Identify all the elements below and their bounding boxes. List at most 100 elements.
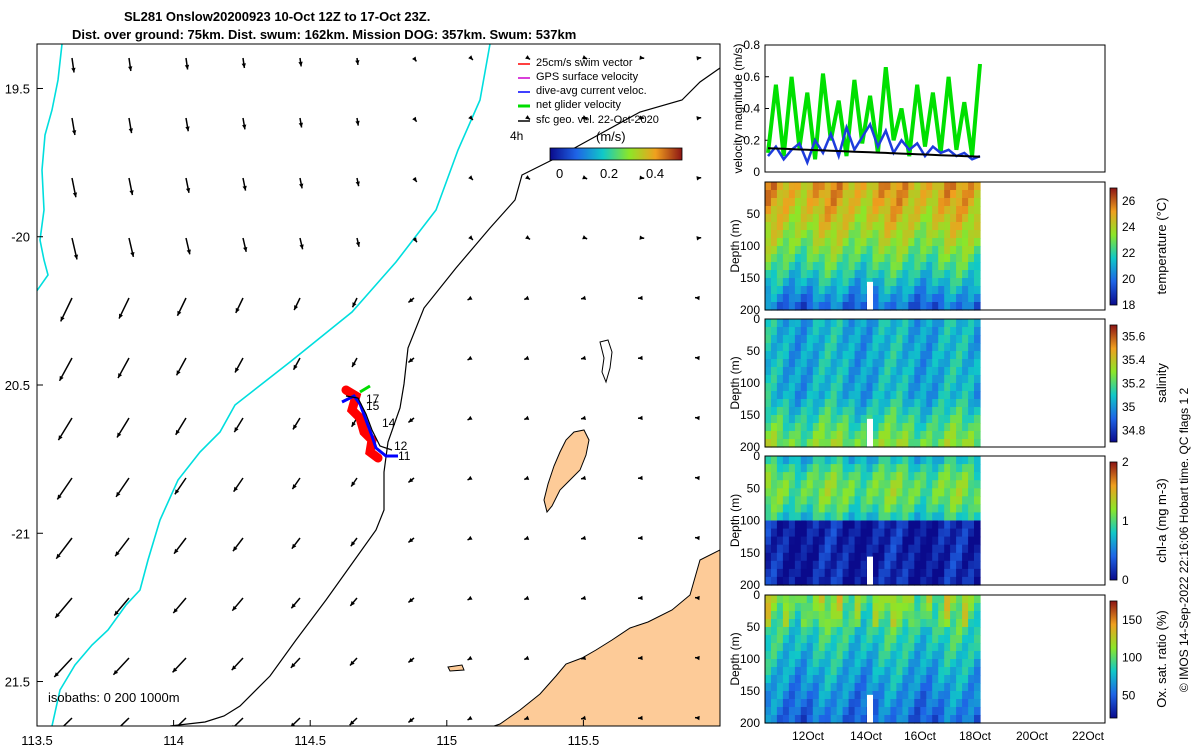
velocity-arrow bbox=[292, 357, 301, 371]
map-axis-ticks: 113.5 114 114.5 115 115.5 19.5 -20 20.5 -21 21.5 bbox=[5, 81, 600, 747]
velocity-arrow bbox=[113, 597, 130, 616]
velocity-arrow bbox=[467, 355, 473, 361]
velocity-arrow bbox=[71, 237, 79, 260]
glider-track bbox=[341, 384, 398, 463]
velocity-arrow bbox=[694, 715, 700, 721]
velocity-arrow bbox=[639, 175, 645, 180]
velocity-arrow bbox=[128, 117, 133, 134]
time-tick-label: 14Oct bbox=[850, 729, 883, 743]
velocity-arrow bbox=[54, 597, 73, 619]
velocity-arrow bbox=[412, 116, 418, 123]
velocity-arrow bbox=[637, 535, 643, 541]
ytick-label: 0.6 bbox=[743, 70, 760, 84]
velocity-arrow bbox=[407, 597, 415, 604]
velocity-arrow bbox=[349, 597, 358, 607]
velocity-arrow bbox=[290, 597, 301, 609]
map-ytick-label: -21 bbox=[11, 526, 30, 541]
velocity-arrow bbox=[118, 297, 130, 319]
velocity-arrow bbox=[407, 717, 415, 724]
figure-title-line2: Dist. over ground: 75km. Dist. swum: 162… bbox=[72, 27, 577, 42]
colorbar-tick: 18 bbox=[1122, 298, 1136, 312]
velocity-arrow bbox=[176, 717, 187, 726]
map-background bbox=[37, 44, 720, 726]
velocity-arrow bbox=[349, 657, 358, 667]
colorbar-tick-0: 0 bbox=[556, 166, 563, 181]
velocity-arrow bbox=[467, 535, 473, 541]
velocity-arrow bbox=[582, 55, 588, 60]
velocity-arrow bbox=[694, 475, 700, 481]
colorbar-tick: 35.4 bbox=[1122, 353, 1146, 367]
velocity-arrow bbox=[694, 655, 700, 661]
velocity-arrow bbox=[292, 417, 301, 430]
velocity-arrow bbox=[467, 595, 473, 601]
velocity-arrow bbox=[580, 715, 586, 721]
velocity-arrow bbox=[580, 415, 586, 421]
velocity-arrow bbox=[185, 117, 190, 132]
section-panel-2: 0 50 100 150 200 Depth (m) 35.6 35.4 35.2 35 34.8 s… bbox=[728, 312, 1169, 454]
colorbar-tick: 35.6 bbox=[1122, 330, 1146, 344]
legend-entry-sfc: sfc geo. vel. 22-Oct-2020 bbox=[518, 114, 659, 126]
velocity-arrow bbox=[233, 477, 244, 493]
colorbar-tick: 100 bbox=[1122, 651, 1142, 665]
ylabel-depth: Depth (m) bbox=[728, 356, 742, 409]
velocity-arrow bbox=[582, 235, 588, 240]
velocity-arrow bbox=[175, 357, 187, 376]
ytick-label: 50 bbox=[747, 344, 761, 358]
copyright-footer: © IMOS 14-Sep-2022 22:16:06 Hobart time.… bbox=[1177, 388, 1191, 693]
colorbar bbox=[1109, 600, 1118, 719]
velocity-arrow bbox=[582, 175, 588, 180]
velocity-arrow bbox=[298, 57, 303, 67]
ytick-label: 50 bbox=[747, 620, 761, 634]
ytick-label: 150 bbox=[740, 271, 760, 285]
ylabel-depth: Depth (m) bbox=[728, 632, 742, 685]
velocity-arrow bbox=[694, 295, 700, 301]
velocity-arrow bbox=[231, 597, 244, 612]
ytick-label: 200 bbox=[740, 303, 760, 317]
velocity-arrow bbox=[349, 717, 358, 726]
figure-title-line1: SL281 Onslow20200923 10-Oct 12Z to 17-Oc… bbox=[124, 9, 431, 24]
velocity-arrow bbox=[56, 477, 73, 500]
velocity-arrow bbox=[299, 237, 304, 250]
ytick-label: 100 bbox=[740, 376, 760, 390]
series-net-glider-velocity bbox=[766, 63, 982, 160]
ytick-label: 0.2 bbox=[743, 133, 760, 147]
velocity-arrow bbox=[524, 355, 530, 361]
ytick-label: 100 bbox=[740, 514, 760, 528]
velocity-arrow bbox=[299, 177, 304, 189]
velocity-arrow bbox=[355, 177, 360, 187]
map-panel: 17 15 14 12 11 25cm/s swim vector GPS su… bbox=[5, 43, 721, 747]
island-large bbox=[543, 429, 590, 514]
velocity-arrow bbox=[172, 657, 187, 673]
map-xtick-label: 114 bbox=[163, 733, 184, 747]
velocity-arrow bbox=[407, 537, 415, 544]
section-panel-3: 0 50 100 150 200 Depth (m) 2 1 0 chl-a (mg m-3) bbox=[728, 449, 1169, 592]
ytick-label: 50 bbox=[747, 481, 761, 495]
ytick-label: 0 bbox=[753, 588, 760, 602]
ylabel-depth: Depth (m) bbox=[728, 494, 742, 547]
velocity-arrow bbox=[174, 477, 187, 495]
velocity-arrow bbox=[580, 355, 586, 361]
map-ytick-label: -20 bbox=[11, 230, 30, 245]
velocity-arrow bbox=[128, 177, 134, 196]
colorbar-label: salinity bbox=[1154, 363, 1169, 403]
velocity-arrow bbox=[407, 357, 415, 364]
ytick-label: 150 bbox=[740, 546, 760, 560]
velocity-arrow bbox=[412, 237, 418, 243]
velocity-arrow bbox=[637, 595, 643, 601]
velocity-arrow bbox=[407, 657, 415, 664]
velocity-arrow bbox=[694, 535, 700, 541]
velocity-arrow bbox=[53, 657, 73, 678]
velocity-arrow bbox=[242, 177, 247, 191]
velocity-arrow bbox=[184, 57, 190, 70]
colorbar-unit: (m/s) bbox=[596, 129, 626, 144]
map-ytick-label: 21.5 bbox=[5, 675, 30, 690]
track-label-17: 17 bbox=[366, 392, 380, 406]
velocity-arrow bbox=[175, 417, 187, 436]
velocity-arrow bbox=[637, 655, 643, 661]
ytick-label: 0 bbox=[753, 312, 760, 326]
velocity-arrow bbox=[242, 237, 248, 252]
map-xtick-label: 115.5 bbox=[568, 733, 600, 747]
speed-colorbar bbox=[549, 147, 683, 161]
velocity-arrow bbox=[350, 537, 358, 547]
